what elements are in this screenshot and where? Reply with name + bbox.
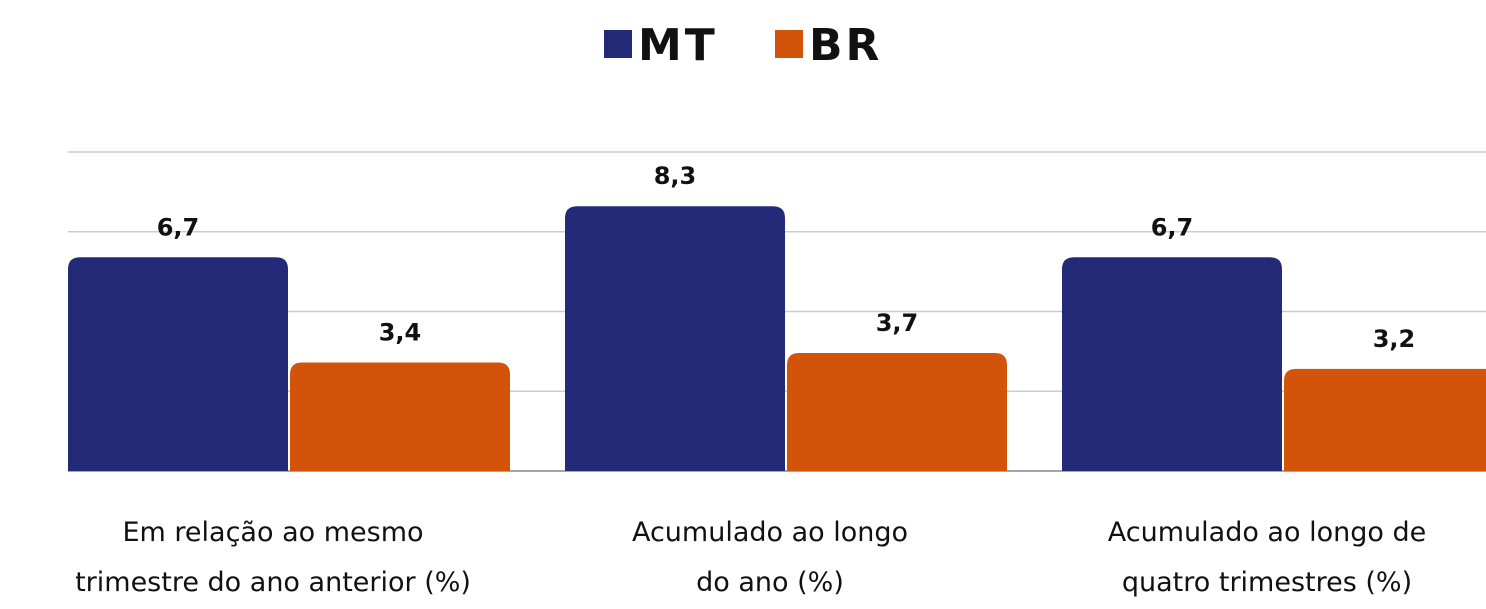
bar [1284, 368, 1486, 471]
x-tick-label: Acumulado ao longo do ano (%) [631, 517, 909, 598]
legend-label: MT [638, 20, 718, 71]
value-label: 6,7 [157, 213, 200, 241]
value-label: 3,7 [876, 309, 919, 337]
legend-swatch [775, 30, 803, 58]
bar [68, 257, 288, 471]
value-label: 6,7 [1151, 213, 1194, 241]
x-tick-label: Em relação ao mesmo trimestre do ano ant… [75, 517, 471, 598]
value-label: 8,3 [654, 162, 697, 190]
legend-label: BR [809, 20, 882, 71]
x-tick-label: Acumulado ao longo de quatro trimestres … [1107, 517, 1427, 598]
legend-swatch [604, 30, 632, 58]
bar [565, 206, 785, 472]
bar [290, 362, 510, 471]
value-label: 3,4 [379, 319, 422, 347]
value-label: 3,2 [1373, 325, 1416, 353]
bar [787, 352, 1007, 471]
bar [1062, 257, 1282, 471]
